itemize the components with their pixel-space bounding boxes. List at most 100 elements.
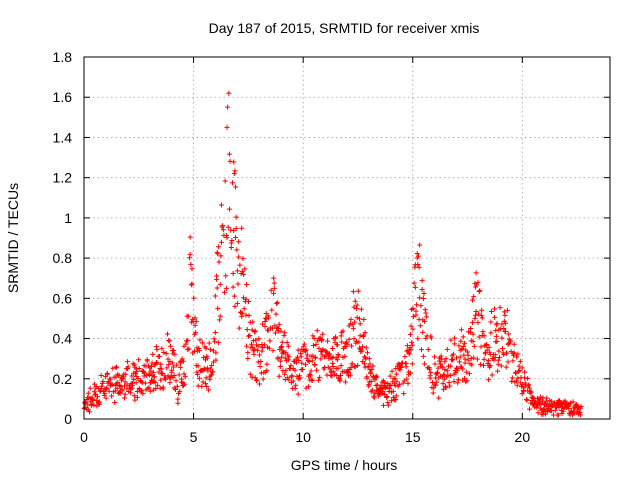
data-point [134, 394, 140, 400]
data-point [245, 356, 251, 362]
data-point [226, 206, 232, 212]
data-point [481, 333, 487, 339]
data-point [141, 373, 147, 379]
data-point [447, 372, 453, 378]
data-point [488, 309, 494, 315]
data-point [186, 346, 192, 352]
data-point [224, 124, 230, 130]
data-points [81, 90, 584, 418]
data-point [156, 353, 162, 359]
data-point [560, 408, 566, 414]
data-point [163, 351, 169, 357]
data-point [203, 345, 209, 351]
data-point [98, 373, 104, 379]
data-point [276, 373, 282, 379]
data-point [357, 316, 363, 322]
data-point [430, 390, 436, 396]
data-point [132, 397, 138, 403]
y-tick-label: 0.8 [53, 250, 73, 266]
data-point [187, 251, 193, 257]
data-point [412, 264, 418, 270]
data-point [150, 351, 156, 357]
data-point [507, 338, 513, 344]
data-point [226, 151, 232, 157]
data-point [299, 360, 305, 366]
data-point [277, 364, 283, 370]
data-point [550, 403, 556, 409]
data-point [251, 351, 257, 357]
data-point [552, 407, 558, 413]
data-point [230, 284, 236, 290]
data-point [217, 313, 223, 319]
data-point [244, 282, 250, 288]
data-point [129, 382, 135, 388]
data-point [562, 398, 568, 404]
data-point [249, 341, 255, 347]
data-point [169, 360, 175, 366]
data-point [319, 337, 325, 343]
data-point [410, 306, 416, 312]
data-point [428, 369, 434, 375]
data-point [357, 321, 363, 327]
data-point [103, 386, 109, 392]
data-point [347, 372, 353, 378]
data-point [124, 381, 130, 387]
data-point [261, 342, 267, 348]
data-point [455, 380, 461, 386]
data-point [228, 240, 234, 246]
data-point [423, 314, 429, 320]
data-point [203, 375, 209, 381]
data-point [284, 339, 290, 345]
data-point [274, 300, 280, 306]
data-point [182, 374, 188, 380]
data-point [380, 402, 386, 408]
data-point [349, 361, 355, 367]
data-point [420, 295, 426, 301]
data-point [577, 409, 583, 415]
data-point [515, 351, 521, 357]
data-point [243, 296, 249, 302]
data-point [252, 329, 258, 335]
chart-title: Day 187 of 2015, SRMTID for receiver xmi… [209, 20, 480, 36]
data-point [214, 276, 220, 282]
data-point [458, 338, 464, 344]
data-point [239, 268, 245, 274]
data-point [368, 379, 374, 385]
data-point [285, 343, 291, 349]
data-point [440, 381, 446, 387]
data-point [314, 367, 320, 373]
data-point [244, 343, 250, 349]
data-point [461, 352, 467, 358]
data-point [277, 358, 283, 364]
data-point [333, 335, 339, 341]
data-point [96, 401, 102, 407]
data-point [577, 412, 583, 418]
data-point [446, 380, 452, 385]
plot-frame [83, 56, 611, 420]
data-point [149, 364, 155, 370]
data-point [313, 341, 319, 347]
data-point [483, 342, 489, 348]
data-point [356, 339, 362, 345]
y-tick-label: 1.6 [53, 89, 73, 105]
data-point [270, 348, 276, 354]
data-point [496, 354, 502, 360]
data-point [520, 387, 526, 393]
data-point [528, 389, 534, 395]
data-point [279, 354, 285, 360]
data-point [214, 250, 220, 256]
data-point [431, 354, 437, 360]
data-point [152, 379, 158, 385]
data-point [456, 343, 462, 349]
data-point [325, 338, 331, 344]
data-point [164, 365, 170, 371]
data-point [522, 380, 528, 386]
data-point [465, 357, 471, 363]
data-point [460, 334, 466, 340]
data-point [475, 279, 481, 285]
data-point [314, 328, 320, 334]
data-point [496, 348, 502, 354]
data-point [452, 341, 458, 347]
data-point [172, 351, 178, 357]
data-point [209, 372, 215, 378]
